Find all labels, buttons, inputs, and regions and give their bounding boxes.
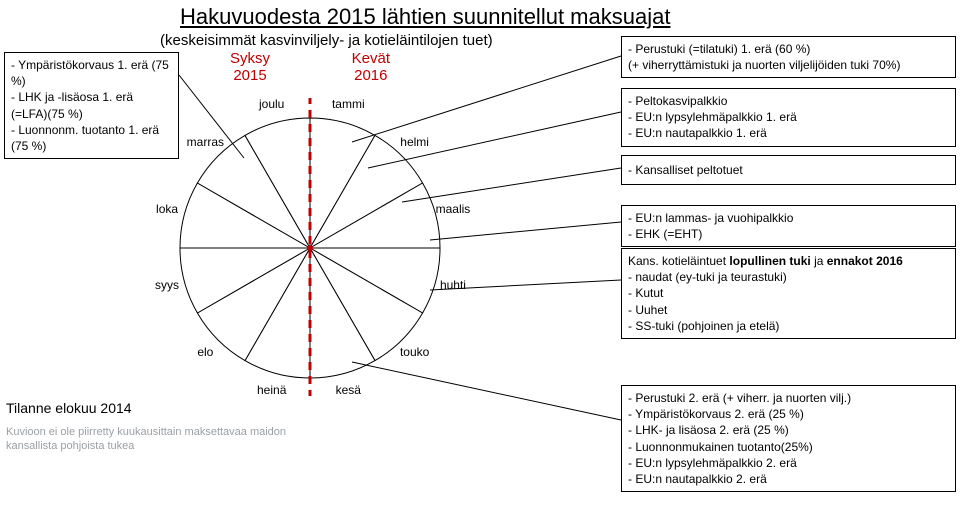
- right-box-3: - Kansalliset peltotuet: [621, 155, 956, 185]
- right-box-4: - EU:n lammas- ja vuohipalkkio- EHK (=EH…: [621, 205, 956, 247]
- season-left-2: 2015: [230, 67, 270, 84]
- page-subtitle: (keskeisimmät kasvinviljely- ja kotieläi…: [160, 32, 493, 49]
- season-right-1: Kevät: [352, 50, 390, 67]
- season-left: Syksy 2015: [230, 50, 270, 84]
- right-box-5: Kans. kotieläintuet lopullinen tuki ja e…: [621, 248, 956, 339]
- footer-note: Kuvioon ei ole piirretty kuukausittain m…: [6, 425, 306, 454]
- season-right: Kevät 2016: [352, 50, 390, 84]
- season-labels: Syksy 2015 Kevät 2016: [230, 50, 390, 84]
- pie-svg: [160, 98, 460, 398]
- season-left-1: Syksy: [230, 50, 270, 67]
- right-box-1: - Perustuki (=tilatuki) 1. erä (60 %)(+ …: [621, 36, 956, 78]
- right-box-2: - Peltokasvipalkkio- EU:n lypsylehmäpalk…: [621, 88, 956, 147]
- season-right-2: 2016: [352, 67, 390, 84]
- month-pie-chart: tammihelmimaalishuhtitoukokesäheinäelosy…: [160, 98, 460, 398]
- page-title: Hakuvuodesta 2015 lähtien suunnitellut m…: [180, 4, 670, 30]
- right-box-6: - Perustuki 2. erä (+ viherr. ja nuorten…: [621, 385, 956, 492]
- status-text: Tilanne elokuu 2014: [6, 400, 132, 416]
- left-box: - Ympäristökorvaus 1. erä (75 %)- LHK ja…: [4, 52, 179, 159]
